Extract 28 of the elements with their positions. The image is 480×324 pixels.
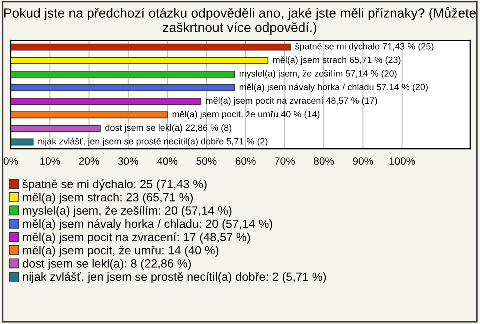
legend-label: špatně se mi dýchalo: 25 (71,43 %): [22, 180, 207, 191]
x-tick-label: 30%: [118, 158, 138, 166]
data-label: nijak zvlášť, jen jsem se prostě necítil(a) dobře 5,71 % (2): [38, 138, 268, 147]
x-tick-label: 40%: [157, 158, 178, 166]
legend-label: měl(a) jsem návaly horka / chladu: 20 (57,14 %): [23, 219, 272, 231]
x-tick-label: 90%: [353, 158, 374, 166]
data-label: měl(a) jsem pocit na zvracení 48,57 % (17): [206, 97, 378, 106]
x-tick-label: 50%: [196, 158, 217, 166]
x-tick-label: 80%: [314, 158, 334, 166]
legend-label: měl(a) jsem strach: 23 (65,71 %): [23, 192, 194, 204]
x-tick-label: 70%: [275, 158, 295, 166]
x-tick-label: 20%: [79, 158, 100, 166]
data-label: měl(a) jsem návaly horka / chladu 57,14 % (20): [240, 84, 428, 92]
legend-label: myslel(a) jsem, že zešílím: 20 (57,14 %): [23, 206, 232, 218]
data-label: myslel(a) jsem, že zešílím 57,14 % (20): [240, 70, 397, 79]
data-label: špatně se mi dýchalo 71,43 % (25): [295, 43, 434, 52]
x-tick-label: 100%: [390, 158, 416, 166]
x-tick-label: 60%: [236, 158, 256, 166]
legend-label: dost jsem se lekl(a): 8 (22,86 %): [23, 259, 192, 270]
legend-label: měl(a) jsem pocit, že umřu: 14 (40 %): [23, 246, 219, 258]
x-tick-label: 0%: [4, 158, 18, 166]
legend-label: měl(a) jsem pocit na zvracení: 17 (48,57 %): [23, 232, 250, 244]
data-label: dost jsem se lekl(a) 22,86 % (8): [106, 124, 232, 133]
legend-label: nijak zvlášť, jen jsem se prostě necítil(a) dobře: 2 (5,71 %): [23, 272, 326, 284]
data-label: měl(a) jsem strach 65,71 % (23): [273, 56, 401, 66]
chart-title: Pokud jste na předchozí otázku odpověděli ano, jaké jste měli příznaky? (Můžete zaškrtnout více odpovědí.): [4, 7, 476, 35]
x-tick-label: 10%: [40, 158, 60, 166]
data-label: měl(a) jsem pocit, že umřu 40 % (14): [172, 110, 320, 120]
